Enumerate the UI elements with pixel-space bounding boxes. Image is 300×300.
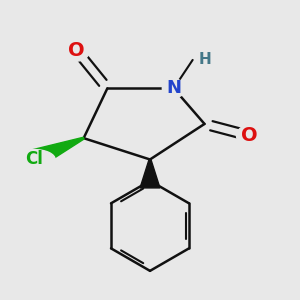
Polygon shape xyxy=(30,137,84,169)
Ellipse shape xyxy=(64,40,90,61)
Text: O: O xyxy=(241,126,258,145)
Text: Cl: Cl xyxy=(25,151,43,169)
Text: H: H xyxy=(199,52,211,68)
Polygon shape xyxy=(140,160,160,188)
Ellipse shape xyxy=(236,125,262,146)
Ellipse shape xyxy=(13,149,55,170)
Ellipse shape xyxy=(162,79,185,98)
Text: O: O xyxy=(68,41,85,60)
Text: N: N xyxy=(166,80,181,98)
